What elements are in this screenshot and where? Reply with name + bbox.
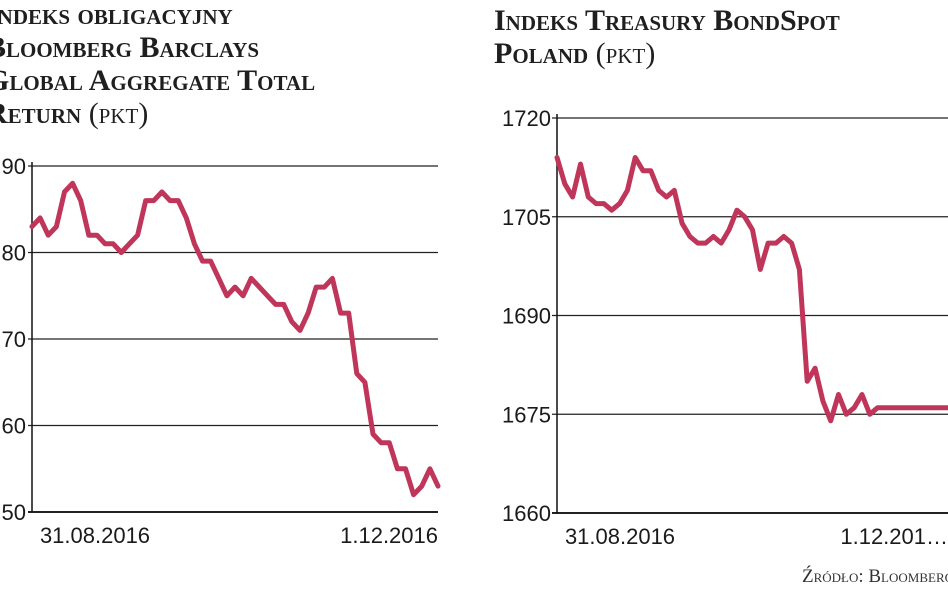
chart-left: …90 …80 …70 …60 …50 31.08.2016 1.12.2016 bbox=[0, 154, 441, 548]
x-tick-label-left-0: 31.08.2016 bbox=[40, 523, 150, 548]
chart-title-left: Indeks obligacyjny Bloomberg Barclays Gl… bbox=[0, 0, 315, 130]
chart-title-left-line-4: Return bbox=[0, 97, 82, 130]
y-tick-label-right-3: 1675 bbox=[502, 402, 551, 427]
y-tick-label-right-2: 1690 bbox=[502, 304, 551, 329]
chart-title-left-line-3: Global Aggregate Total bbox=[0, 64, 316, 97]
chart-right: 1720 1705 1690 1675 1660 31.08.2016 1.12.201… bbox=[502, 106, 948, 549]
chart-title-right-line-1: Indeks Treasury BondSpot bbox=[494, 4, 840, 37]
x-tick-label-right-1: 1.12.201… bbox=[840, 524, 948, 549]
chart-title-right-unit: (pkt) bbox=[595, 37, 656, 70]
y-tick-label-right-1: 1705 bbox=[502, 205, 551, 230]
y-tick-label-left-2: …70 bbox=[0, 327, 26, 352]
chart-title-left-line-2: Bloomberg Barclays bbox=[0, 31, 260, 64]
x-tick-label-right-0: 31.08.2016 bbox=[565, 524, 675, 549]
y-tick-label-left-1: …80 bbox=[0, 241, 26, 266]
chart-title-left-unit: (pkt) bbox=[88, 97, 149, 130]
y-tick-label-left-4: …50 bbox=[0, 500, 26, 525]
y-tick-label-right-0: 1720 bbox=[502, 106, 551, 131]
series-line-right bbox=[554, 155, 948, 424]
y-tick-label-left-3: …60 bbox=[0, 414, 26, 439]
chart-title-right-line-2: Poland bbox=[494, 37, 589, 70]
chart-title-right: Indeks Treasury BondSpot Poland (pkt) bbox=[494, 4, 840, 70]
x-tick-label-left-1: 1.12.2016 bbox=[340, 523, 438, 548]
y-tick-label-left-0: …90 bbox=[0, 154, 26, 179]
series-line-left bbox=[29, 180, 441, 498]
source-note: Źródło: Bloomberg bbox=[801, 566, 948, 587]
chart-title-left-line-1: Indeks obligacyjny bbox=[0, 0, 233, 31]
y-tick-label-right-4: 1660 bbox=[502, 501, 551, 526]
